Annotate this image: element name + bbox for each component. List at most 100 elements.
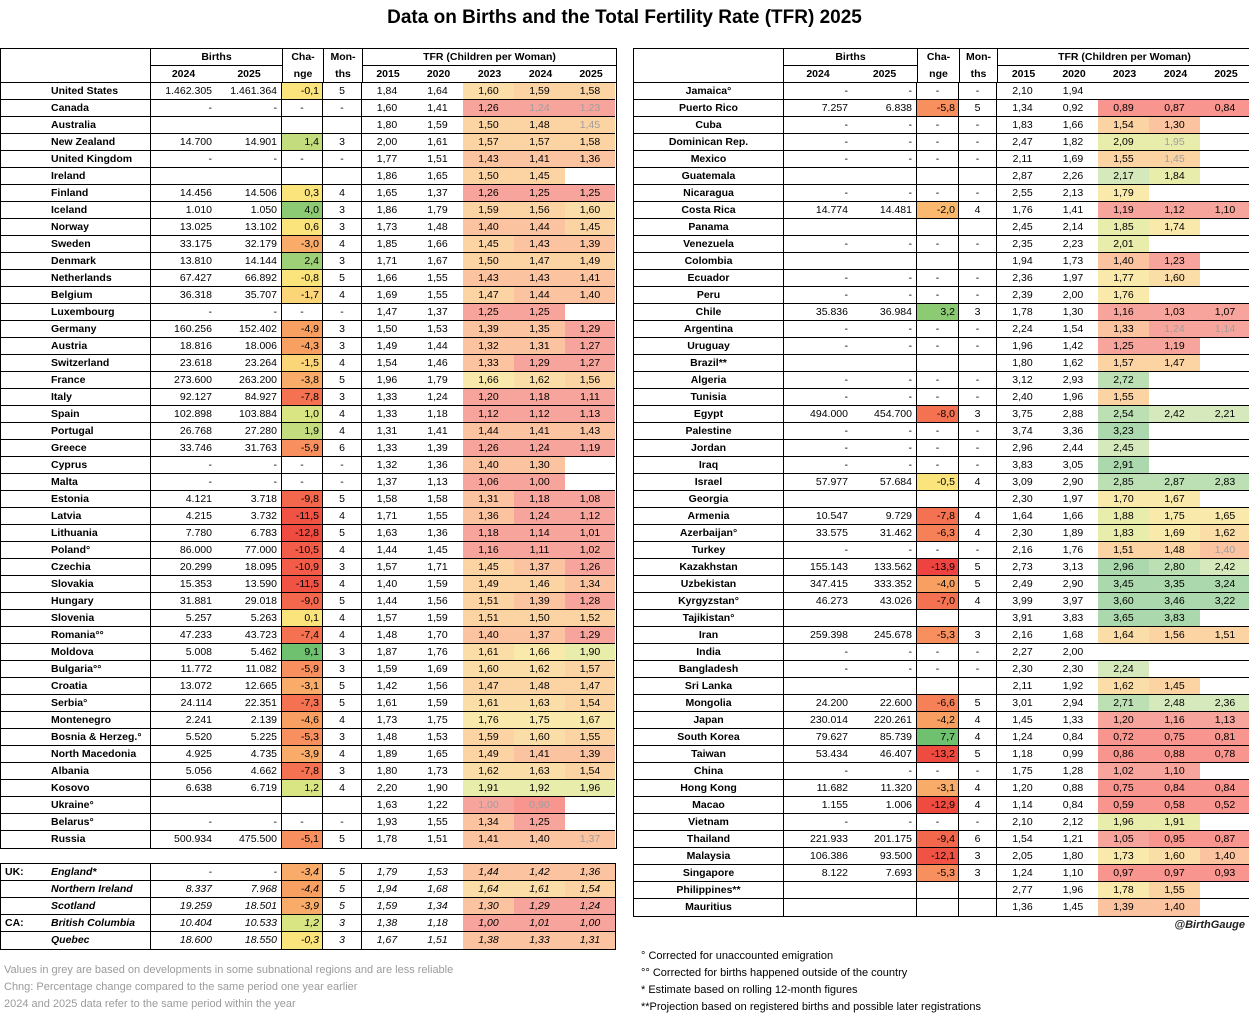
change-value: -0,8 xyxy=(282,270,323,287)
country-label: Vietnam xyxy=(634,814,784,831)
country-column-header xyxy=(1,49,151,83)
tfr-year-header: 2015 xyxy=(363,66,413,83)
tfr-value: 2,85 xyxy=(1098,474,1149,491)
tfr-value: 1,37 xyxy=(514,627,565,644)
births-value: 160.256 xyxy=(151,321,216,338)
tfr-value: 1,59 xyxy=(412,695,463,712)
tfr-value: 0,95 xyxy=(1149,831,1200,848)
country-label: Australia xyxy=(1,117,151,134)
tfr-value: 1,40 xyxy=(1200,542,1249,559)
tfr-value: 1,25 xyxy=(1098,338,1149,355)
tfr-value: 0,78 xyxy=(1200,746,1249,763)
births-value: - xyxy=(852,287,917,304)
tfr-value xyxy=(1200,372,1249,389)
tfr-value: 1,28 xyxy=(1048,763,1098,780)
tfr-value: 1,84 xyxy=(1149,168,1200,185)
tfr-value: 1,79 xyxy=(362,864,412,881)
change-value: - xyxy=(917,814,959,831)
tfr-value: 1,07 xyxy=(1200,304,1249,321)
tfr-value: 1,52 xyxy=(565,610,615,627)
country-label: Puerto Rico xyxy=(634,100,784,117)
tfr-value xyxy=(1200,882,1249,899)
tfr-value: 1,64 xyxy=(463,881,514,898)
change-value: 3,2 xyxy=(917,304,959,321)
months-value: - xyxy=(323,474,362,491)
births-value: 1.462.305 xyxy=(151,83,216,100)
table-row: Kosovo 6.638 6.719 1,2 4 2,20 1,90 1,91 1,92 1,96 xyxy=(1,780,616,797)
births-value: - xyxy=(784,389,852,406)
births-value xyxy=(852,491,917,508)
months-value: 5 xyxy=(323,864,362,881)
tfr-value: 1,45 xyxy=(1149,678,1200,695)
tfr-value xyxy=(1200,151,1249,168)
tfr-value: 1,51 xyxy=(463,610,514,627)
tfr-value: 2,35 xyxy=(997,236,1048,253)
births-value: 33.175 xyxy=(151,236,216,253)
births-value: 13.072 xyxy=(151,678,216,695)
tfr-year-header: 2024 xyxy=(1150,66,1201,83)
months-value: - xyxy=(959,236,997,253)
tfr-value: 2,17 xyxy=(1098,168,1149,185)
table-row: Turkey - - - -2,16 1,76 1,51 1,48 1,40 xyxy=(634,542,1249,559)
tfr-value: 1,65 xyxy=(1200,508,1249,525)
tfr-value: 2,96 xyxy=(997,440,1048,457)
tfr-value: 1,12 xyxy=(1149,202,1200,219)
tfr-value: 1,36 xyxy=(565,864,615,881)
tfr-value: 2,00 xyxy=(1048,287,1098,304)
births-value: 1.010 xyxy=(151,202,216,219)
tfr-value xyxy=(1200,491,1249,508)
births-value xyxy=(151,117,216,134)
table-row: Palestine - - - -3,74 3,36 3,23 xyxy=(634,423,1249,440)
tfr-value: 1,19 xyxy=(1149,338,1200,355)
tfr-value: 1,31 xyxy=(514,338,565,355)
tfr-value: 1,79 xyxy=(1098,185,1149,202)
table-row: Iraq - - - -3,83 3,05 2,91 xyxy=(634,457,1249,474)
months-value: 4 xyxy=(323,712,362,729)
births-value: 4.121 xyxy=(151,491,216,508)
tfr-value: 0,84 xyxy=(1200,780,1249,797)
births-value: 1.006 xyxy=(852,797,917,814)
change-value: -3,0 xyxy=(282,236,323,253)
tfr-value: 1,63 xyxy=(362,797,412,814)
tfr-value: 1,56 xyxy=(412,593,463,610)
change-value: -4,2 xyxy=(917,712,959,729)
table-row: Brazil** 1,80 1,62 1,57 1,47 xyxy=(634,355,1249,372)
tfr-value: 0,84 xyxy=(1048,729,1098,746)
births-value: 152.402 xyxy=(216,321,282,338)
tfr-value: 1,45 xyxy=(412,542,463,559)
births-value: 18.816 xyxy=(151,338,216,355)
months-value: - xyxy=(959,134,997,151)
table-row: Romania°° 47.233 43.723 -7,4 4 1,48 1,70 1,40 1,… xyxy=(1,627,616,644)
table-row: Algeria - - - -3,12 2,93 2,72 xyxy=(634,372,1249,389)
tfr-value: 1,57 xyxy=(514,134,565,151)
tfr-value: 0,84 xyxy=(1149,780,1200,797)
tfr-value: 1,59 xyxy=(412,576,463,593)
months-value: - xyxy=(959,117,997,134)
births-value: 23.618 xyxy=(151,355,216,372)
change-value: - xyxy=(282,151,323,168)
footnote-line: Chng: Percentage change compared to the … xyxy=(4,981,358,993)
tfr-value: 1,27 xyxy=(565,355,615,372)
births-value xyxy=(784,882,852,899)
country-label: Czechia xyxy=(1,559,151,576)
tfr-value: 1,68 xyxy=(1048,627,1098,644)
tfr-value: 0,75 xyxy=(1098,780,1149,797)
months-value: 4 xyxy=(959,729,997,746)
tfr-value: 1,76 xyxy=(412,644,463,661)
tfr-value: 2,40 xyxy=(997,389,1048,406)
change-value xyxy=(282,168,323,185)
tfr-value: 1,45 xyxy=(463,236,514,253)
country-label: Spain xyxy=(1,406,151,423)
change-value: 0,1 xyxy=(282,610,323,627)
tfr-value: 1,40 xyxy=(514,831,565,848)
tfr-value: 1,11 xyxy=(565,389,615,406)
months-value: 5 xyxy=(323,678,362,695)
births-value: 220.261 xyxy=(852,712,917,729)
births-value: 86.000 xyxy=(151,542,216,559)
tfr-value: 1,62 xyxy=(463,763,514,780)
tfr-value: 1,42 xyxy=(514,864,565,881)
country-group-prefix: CA: xyxy=(5,917,24,929)
table-row: Bulgaria°° 11.772 11.082 -5,9 3 1,59 1,69 1,60 1… xyxy=(1,661,616,678)
change-value: - xyxy=(917,440,959,457)
births-value: 2.139 xyxy=(216,712,282,729)
